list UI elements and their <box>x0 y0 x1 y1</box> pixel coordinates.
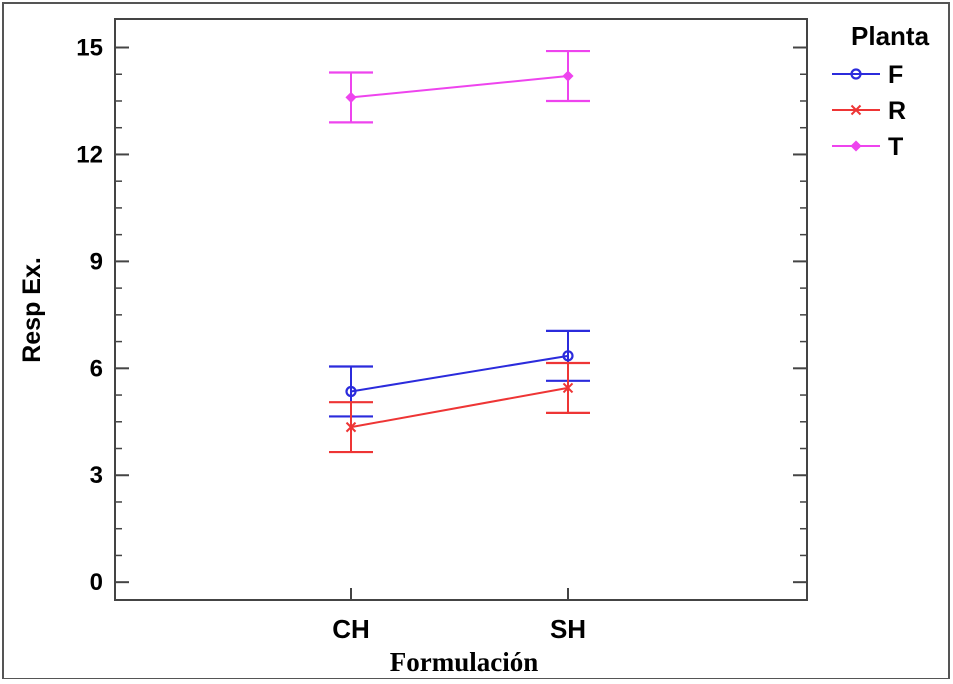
legend: Planta FRT <box>832 21 930 161</box>
series-T <box>329 49 590 124</box>
y-tick-label: 6 <box>90 355 103 382</box>
series-line <box>350 75 569 99</box>
series-line <box>350 354 569 393</box>
marker-stroke <box>562 382 574 394</box>
series-line <box>350 386 569 429</box>
point-marker-circle <box>562 350 574 362</box>
x-axis-label: Formulación <box>390 647 539 677</box>
legend-label: T <box>888 133 903 161</box>
y-tick-label: 15 <box>76 35 103 62</box>
y-tick-label: 0 <box>90 569 103 596</box>
series-R <box>329 361 590 454</box>
legend-item-T: T <box>832 133 903 161</box>
marker-stroke <box>345 421 357 433</box>
legend-label: R <box>888 97 906 125</box>
marker-stroke <box>850 104 862 116</box>
point-marker-x <box>562 382 574 394</box>
point-marker-circle <box>345 385 357 398</box>
y-tick-label: 12 <box>76 141 103 168</box>
point-marker-diamond <box>850 140 862 152</box>
x-axis: CH SH <box>332 588 586 644</box>
legend-item-R: R <box>832 97 906 125</box>
series-layer <box>329 49 590 454</box>
y-axis-label: Resp Ex. <box>18 257 46 363</box>
plot-area <box>114 18 808 601</box>
point-marker-circle <box>850 68 862 80</box>
point-marker-diamond <box>562 70 574 82</box>
legend-label: F <box>888 61 903 89</box>
y-tick-label: 3 <box>90 462 103 489</box>
point-marker-x <box>850 104 862 116</box>
legend-item-F: F <box>832 61 903 89</box>
legend-title: Planta <box>851 21 930 51</box>
x-tick-label: SH <box>550 614 586 644</box>
y-axis: 0 3 6 9 12 15 <box>76 35 807 596</box>
y-tick-label: 9 <box>90 248 103 275</box>
point-marker-x <box>345 421 357 433</box>
point-marker-diamond <box>345 91 357 103</box>
x-tick-label: CH <box>332 614 370 644</box>
